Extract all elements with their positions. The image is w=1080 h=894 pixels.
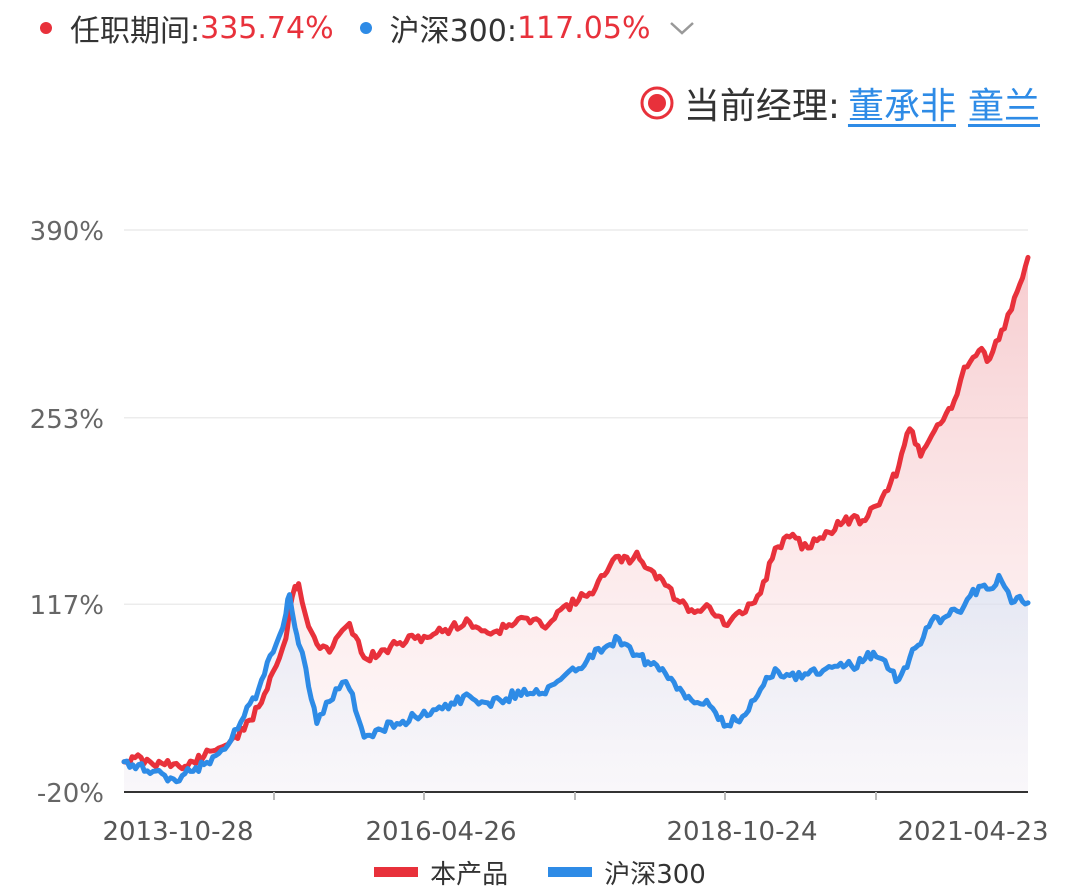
x-tick-label: 2021-04-23 — [897, 817, 1048, 847]
legend-label-fund: 本产品 — [430, 859, 509, 890]
y-tick-label: 253% — [30, 405, 104, 435]
legend-swatch-index — [548, 867, 593, 877]
y-tick-label: 117% — [30, 591, 104, 621]
fund-dot-icon — [40, 22, 52, 34]
chevron-down-icon[interactable] — [668, 18, 696, 38]
manager-link-2[interactable]: 童兰 — [967, 86, 1040, 127]
record-dot-icon — [640, 86, 674, 120]
index-dot-icon — [359, 22, 372, 34]
current-manager: 当前经理: 董承非 童兰 — [640, 80, 1040, 127]
legend-swatch-fund — [374, 867, 419, 877]
fund-return-value: 335.74% — [200, 10, 334, 46]
y-tick-label: 390% — [30, 217, 104, 247]
chart-legend: 本产品 沪深300 — [0, 852, 1080, 892]
manager-link-1[interactable]: 董承非 — [847, 86, 956, 127]
manager-label: 当前经理: — [683, 86, 840, 127]
series-line-fund — [121, 254, 1031, 772]
legend-label-index: 沪深300 — [604, 859, 706, 890]
series-area-index — [124, 575, 1028, 792]
series-area-fund — [124, 257, 1028, 792]
index-return-value: 117.05% — [516, 10, 651, 46]
fund-return-label: 任职期间: — [70, 14, 201, 49]
y-tick-label: -20% — [37, 779, 104, 809]
performance-chart: 390% 253% 117% -20% 2013-10-28 2016-04-26 2018… — [30, 217, 1049, 847]
x-tick-label: 2016-04-26 — [365, 817, 516, 847]
x-tick-label: 2013-10-28 — [102, 817, 253, 847]
x-tick-label: 2018-10-24 — [666, 817, 817, 847]
summary-header[interactable]: 任职期间: 335.74% 沪深300: 117.05% — [40, 6, 696, 50]
index-return-label: 沪深300: — [389, 14, 517, 49]
legend-item-fund[interactable]: 本产品 — [374, 854, 508, 891]
legend-item-index[interactable]: 沪深300 — [548, 854, 706, 891]
series-line-index — [121, 572, 1031, 785]
